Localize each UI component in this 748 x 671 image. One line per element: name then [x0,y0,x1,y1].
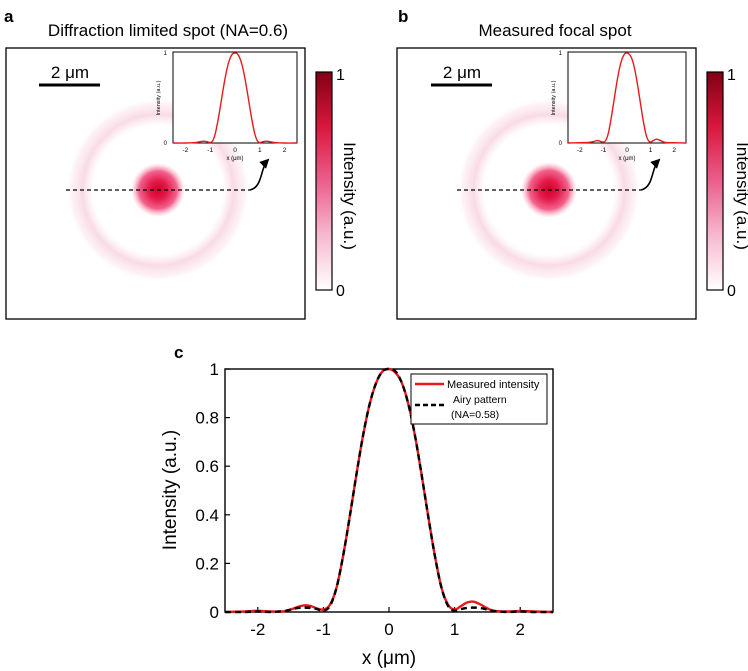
x-tick-label: 2 [515,620,524,639]
panel-b-inset-ylabel: Intensity (a.u.) [551,80,557,115]
panel-a-colorbar-gradient [315,71,333,291]
series-measured-intensity [224,367,554,614]
legend-airy-label: Airy pattern [453,394,507,406]
panel-b: b Measured focal spot 2 μm 1 0 Intensity… [396,7,748,320]
panel-a-inset-xtick: 2 [283,147,287,154]
panel-a-colorbar-label: Intensity (a.u.) [340,142,359,250]
panel-b-inset-ytick-1: 1 [559,51,563,57]
panel-a-colorbar-max: 1 [336,67,345,84]
panel-a-colorbar: 1 0 Intensity (a.u.) [315,67,359,300]
panel-a-inset: 1 0 Intensity (a.u.) -2 -1 0 1 2 x (μm) [156,51,298,162]
y-tick-label: 1 [210,360,219,379]
panel-a-inset-xticks: -2 -1 0 1 2 [183,147,287,154]
panel-a-colorbar-min: 0 [336,283,345,300]
x-tick-label: 1 [450,620,459,639]
y-tick-label: 0.2 [195,554,219,573]
x-tick-label: -1 [316,620,331,639]
y-tick-label: 0.8 [195,409,219,428]
panel-b-scalebar-label: 2 μm [443,63,481,82]
panel-a-inset-xtick: 0 [233,147,237,154]
panel-b-title: Measured focal spot [478,21,631,40]
x-tick-label: 0 [384,620,393,639]
panel-a-inset-ytick-1: 1 [164,51,168,57]
panel-a-inset-curve [172,52,298,144]
panel-a-scalebar-label: 2 μm [51,63,89,82]
panel-a-inset-xlabel: x (μm) [226,156,243,162]
panel-b-inset-xticks: -2 -1 0 1 2 [577,147,676,154]
panel-b-colorbar-gradient [706,71,724,291]
panel-b-inset-curve [567,52,687,144]
y-tick-label: 0.4 [195,506,219,525]
panel-c: c 0 0.2 0.4 0.6 0.8 1 -2 -1 0 1 2 x (μm) Intensity… [160,343,554,669]
panel-c-ylabel: Intensity (a.u.) [160,430,181,550]
panel-c-ticks: 0 0.2 0.4 0.6 0.8 1 -2 -1 0 1 2 [195,360,525,639]
panel-b-inset-xlabel: x (μm) [618,156,635,162]
panel-a-title: Diffraction limited spot (NA=0.6) [48,21,288,40]
y-tick-label: 0.6 [195,457,219,476]
panel-b-inset-xtick: 0 [625,147,629,154]
panel-c-letter: c [174,343,183,362]
panel-a-inset-xtick: -2 [183,147,189,154]
panel-b-profile-arrow [640,158,661,191]
panel-c-series [224,367,554,614]
panel-b-inset-ytick-0: 0 [559,141,563,147]
panel-c-legend: Measured intensity Airy pattern (NA=0.58… [410,373,548,425]
y-tick-label: 0 [210,603,219,622]
panel-a-inset-xtick: -1 [207,147,213,154]
panel-b-colorbar: 1 0 Intensity (a.u.) [706,67,748,300]
panel-b-letter: b [398,7,408,26]
panel-b-colorbar-label: Intensity (a.u.) [733,142,748,250]
series-airy-pattern [224,367,554,614]
panel-b-inset-xtick: -1 [601,147,607,154]
panel-c-xlabel: x (μm) [362,648,416,669]
panel-a-inset-frame [172,51,298,144]
panel-a-letter: a [4,7,14,26]
panel-a-inset-ytick-0: 0 [164,141,168,147]
panel-b-inset-xtick: 1 [649,147,653,154]
panel-a-inset-ylabel: Intensity (a.u.) [156,80,162,115]
panel-a-profile-arrow [249,158,270,191]
legend-measured-label: Measured intensity [447,379,540,391]
x-tick-label: -2 [250,620,265,639]
panel-b-colorbar-min: 0 [727,283,736,300]
panel-a-inset-xtick: 1 [258,147,262,154]
panel-a: a Diffraction limited spot (NA=0.6) 2 μm… [4,7,359,320]
panel-b-colorbar-max: 1 [727,67,736,84]
legend-airy-label-na: (NA=0.58) [451,409,499,421]
panel-b-inset-frame [567,51,687,144]
legend-box [410,373,548,425]
panel-b-inset: 1 0 Intensity (a.u.) -2 -1 0 1 2 x (μm) [551,51,687,162]
panel-b-inset-xtick: 2 [672,147,676,154]
panel-b-inset-xtick: -2 [577,147,583,154]
